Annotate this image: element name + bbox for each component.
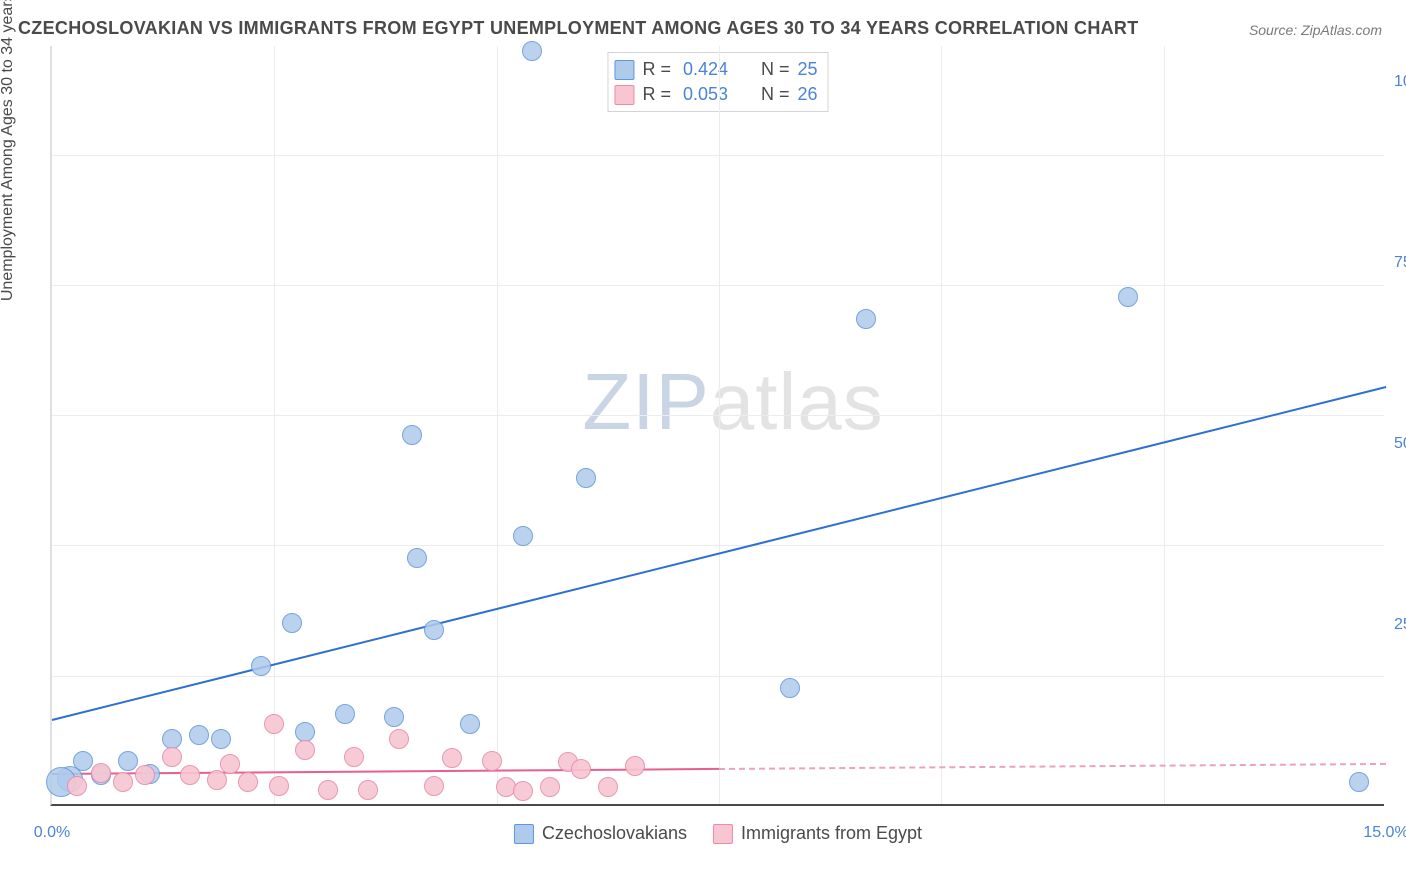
data-point (442, 748, 462, 768)
r-value: 0.053 (683, 84, 741, 105)
data-point (540, 777, 560, 797)
legend-swatch (514, 824, 534, 844)
legend-swatch (713, 824, 733, 844)
data-point (282, 613, 302, 633)
data-point (407, 548, 427, 568)
data-point (211, 729, 231, 749)
data-point (358, 780, 378, 800)
gridline-v (497, 46, 498, 804)
data-point (264, 714, 284, 734)
legend-row: R = 0.424 N = 25 (614, 57, 817, 82)
y-tick-label: 25.0% (1394, 616, 1406, 634)
legend-row: R = 0.053 N = 26 (614, 82, 817, 107)
n-value: 25 (798, 59, 818, 80)
data-point (238, 772, 258, 792)
y-tick-label: 50.0% (1394, 435, 1406, 453)
gridline-v (941, 46, 942, 804)
data-point (162, 747, 182, 767)
data-point (571, 759, 591, 779)
watermark-atlas: atlas (710, 357, 884, 446)
data-point (402, 425, 422, 445)
legend-swatch (614, 85, 634, 105)
data-point (295, 740, 315, 760)
gridline-v (719, 46, 720, 804)
legend-swatch (614, 60, 634, 80)
scatter-chart: ZIPatlas R =0.424N =25R =0.053N =26 Czec… (50, 46, 1384, 806)
data-point (269, 776, 289, 796)
data-point (180, 765, 200, 785)
data-point (522, 41, 542, 61)
data-point (384, 707, 404, 727)
data-point (625, 756, 645, 776)
y-axis-label: Unemployment Among Ages 30 to 34 years (0, 0, 17, 301)
data-point (295, 722, 315, 742)
gridline-h (52, 676, 1384, 677)
data-point (576, 468, 596, 488)
data-point (344, 747, 364, 767)
data-point (424, 776, 444, 796)
r-value: 0.424 (683, 59, 741, 80)
data-point (424, 620, 444, 640)
legend-label: Czechoslovakians (542, 823, 687, 844)
data-point (251, 656, 271, 676)
legend-item: Immigrants from Egypt (713, 823, 922, 844)
data-point (318, 780, 338, 800)
data-point (162, 729, 182, 749)
r-label: R = (642, 84, 671, 105)
data-point (856, 309, 876, 329)
data-point (207, 770, 227, 790)
data-point (189, 725, 209, 745)
data-point (67, 776, 87, 796)
source-attribution: Source: ZipAtlas.com (1249, 22, 1382, 38)
legend-item: Czechoslovakians (514, 823, 687, 844)
data-point (460, 714, 480, 734)
data-point (496, 777, 516, 797)
n-value: 26 (798, 84, 818, 105)
gridline-h (52, 285, 1384, 286)
watermark: ZIPatlas (582, 356, 883, 448)
data-point (598, 777, 618, 797)
x-tick-label: 15.0% (1363, 824, 1406, 842)
gridline-v (274, 46, 275, 804)
data-point (113, 772, 133, 792)
chart-title: CZECHOSLOVAKIAN VS IMMIGRANTS FROM EGYPT… (18, 18, 1139, 39)
gridline-h (52, 545, 1384, 546)
watermark-zip: ZIP (582, 357, 709, 446)
data-point (118, 751, 138, 771)
data-point (482, 751, 502, 771)
data-point (335, 704, 355, 724)
trend-line-extension (719, 763, 1386, 770)
data-point (1349, 772, 1369, 792)
gridline-v (1164, 46, 1165, 804)
n-label: N = (761, 84, 790, 105)
data-point (389, 729, 409, 749)
data-point (513, 781, 533, 801)
series-legend: Czechoslovakians Immigrants from Egypt (514, 823, 922, 844)
gridline-h (52, 415, 1384, 416)
y-tick-label: 100.0% (1394, 73, 1406, 91)
data-point (1118, 287, 1138, 307)
x-tick-label: 0.0% (34, 824, 70, 842)
r-label: R = (642, 59, 671, 80)
n-label: N = (761, 59, 790, 80)
data-point (91, 763, 111, 783)
data-point (220, 754, 240, 774)
data-point (780, 678, 800, 698)
correlation-legend: R = 0.424 N = 25 R = 0.053 N = 26 (607, 52, 828, 112)
legend-label: Immigrants from Egypt (741, 823, 922, 844)
data-point (513, 526, 533, 546)
gridline-h (52, 155, 1384, 156)
y-tick-label: 75.0% (1394, 254, 1406, 272)
data-point (135, 765, 155, 785)
